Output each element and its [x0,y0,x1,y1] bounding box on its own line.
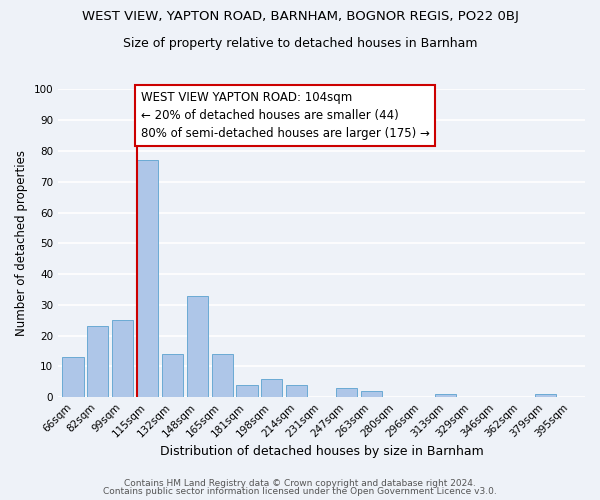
Bar [535,394,556,397]
Text: Contains public sector information licensed under the Open Government Licence v3: Contains public sector information licen… [103,487,497,496]
Y-axis label: Number of detached properties: Number of detached properties [15,150,28,336]
Bar [187,296,208,397]
Text: Size of property relative to detached houses in Barnham: Size of property relative to detached ho… [123,38,477,51]
Bar [212,354,233,397]
Bar [336,388,357,397]
Bar [261,379,283,397]
Bar [62,357,83,397]
Bar [162,354,183,397]
Bar [137,160,158,397]
Bar [87,326,109,397]
Text: WEST VIEW YAPTON ROAD: 104sqm
← 20% of detached houses are smaller (44)
80% of s: WEST VIEW YAPTON ROAD: 104sqm ← 20% of d… [140,91,430,140]
Bar [286,385,307,397]
Bar [361,391,382,397]
X-axis label: Distribution of detached houses by size in Barnham: Distribution of detached houses by size … [160,444,484,458]
Bar [435,394,457,397]
Bar [112,320,133,397]
Text: WEST VIEW, YAPTON ROAD, BARNHAM, BOGNOR REGIS, PO22 0BJ: WEST VIEW, YAPTON ROAD, BARNHAM, BOGNOR … [82,10,518,23]
Text: Contains HM Land Registry data © Crown copyright and database right 2024.: Contains HM Land Registry data © Crown c… [124,478,476,488]
Bar [236,385,257,397]
